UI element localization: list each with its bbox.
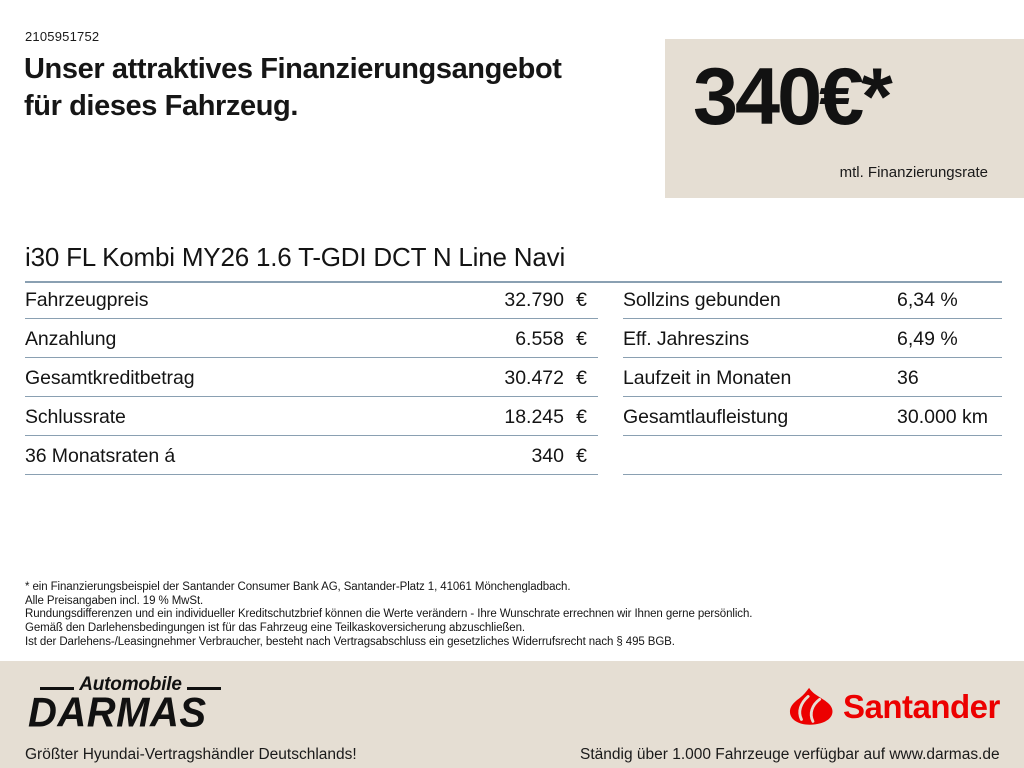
row-unit: € bbox=[576, 289, 587, 311]
logo-rule-left bbox=[40, 687, 75, 690]
santander-logo: Santander bbox=[786, 685, 1000, 729]
footnote-line: * ein Finanzierungsbeispiel der Santande… bbox=[25, 581, 571, 593]
row-unit: € bbox=[576, 406, 587, 428]
row-value: 36 bbox=[897, 367, 919, 389]
table-row: Fahrzeugpreis 32.790 € bbox=[25, 280, 598, 319]
table-row-empty bbox=[623, 436, 1002, 475]
dealer-logo: Automobile DARMAS bbox=[28, 674, 233, 736]
offer-number: 2105951752 bbox=[25, 29, 100, 44]
santander-flame-icon bbox=[789, 687, 833, 725]
table-row: Laufzeit in Monaten 36 bbox=[623, 358, 1002, 397]
dealer-logo-tagline-text: Automobile bbox=[79, 674, 182, 695]
dealer-logo-name: DARMAS bbox=[28, 689, 207, 736]
row-value: 18.245 bbox=[504, 406, 564, 428]
row-value: 30.000 km bbox=[897, 406, 989, 428]
row-label: Eff. Jahreszins bbox=[623, 328, 750, 350]
table-row: Sollzins gebunden 6,34 % bbox=[623, 280, 1002, 319]
row-unit: € bbox=[576, 445, 587, 467]
row-value: 6.558 bbox=[515, 328, 564, 350]
monthly-rate-caption: mtl. Finanzierungsrate bbox=[839, 164, 988, 181]
row-label: Anzahlung bbox=[25, 328, 117, 350]
monthly-rate-box: 340€* mtl. Finanzierungsrate bbox=[665, 39, 1024, 198]
table-row: Gesamtlaufleistung 30.000 km bbox=[623, 397, 1002, 436]
row-label: Gesamtlaufleistung bbox=[623, 406, 789, 428]
page-title: Unser attraktives Finanzierungsangebot f… bbox=[24, 51, 664, 125]
table-row: Schlussrate 18.245 € bbox=[25, 397, 598, 436]
vehicle-title: i30 FL Kombi MY26 1.6 T-GDI DCT N Line N… bbox=[25, 242, 1002, 283]
row-value: 340 bbox=[531, 445, 564, 467]
row-label: Gesamtkreditbetrag bbox=[25, 367, 195, 389]
row-value: 32.790 bbox=[504, 289, 564, 311]
table-row: 36 Monatsraten á 340 € bbox=[25, 436, 598, 475]
footer-slogan-right: Ständig über 1.000 Fahrzeuge verfügbar a… bbox=[580, 746, 1000, 763]
row-label: 36 Monatsraten á bbox=[25, 445, 176, 467]
finance-table-left-column: Fahrzeugpreis 32.790 € Anzahlung 6.558 €… bbox=[25, 280, 598, 475]
table-row: Gesamtkreditbetrag 30.472 € bbox=[25, 358, 598, 397]
row-value: 6,49 % bbox=[897, 328, 958, 350]
row-label: Sollzins gebunden bbox=[623, 289, 781, 311]
row-value: 30.472 bbox=[504, 367, 564, 389]
footnote-line: Ist der Darlehens-/Leasingnehmer Verbrau… bbox=[25, 635, 675, 648]
table-row: Eff. Jahreszins 6,49 % bbox=[623, 319, 1002, 358]
row-unit: € bbox=[576, 328, 587, 350]
footer-slogan-left: Größter Hyundai-Vertragshändler Deutschl… bbox=[25, 746, 357, 763]
row-label: Fahrzeugpreis bbox=[25, 289, 149, 311]
legal-footnotes: * ein Finanzierungsbeispiel der Santande… bbox=[25, 581, 1005, 650]
footnote-line: Gemäß den Darlehensbedingungen ist für d… bbox=[25, 622, 525, 635]
row-label: Schlussrate bbox=[25, 406, 126, 428]
row-label: Laufzeit in Monaten bbox=[623, 367, 792, 389]
footnote-line: Rundungsdifferenzen und ein individuelle… bbox=[25, 608, 753, 621]
page-title-line1: Unser attraktives Finanzierungsangebot bbox=[24, 53, 562, 85]
row-value: 6,34 % bbox=[897, 289, 958, 311]
santander-logo-text: Santander bbox=[843, 688, 1000, 725]
finance-table-right-column: Sollzins gebunden 6,34 % Eff. Jahreszins… bbox=[623, 280, 1002, 475]
monthly-rate-amount: 340€* bbox=[693, 52, 893, 142]
page-title-line2: für dieses Fahrzeug. bbox=[24, 90, 299, 122]
footnote-line: Alle Preisangaben incl. 19 % MwSt. bbox=[25, 594, 204, 607]
footer-band: Automobile DARMAS Santander Größter Hyun… bbox=[0, 661, 1024, 768]
logo-rule-right bbox=[186, 687, 221, 690]
row-unit: € bbox=[576, 367, 587, 389]
dealer-logo-tagline: Automobile bbox=[28, 674, 233, 696]
table-row: Anzahlung 6.558 € bbox=[25, 319, 598, 358]
